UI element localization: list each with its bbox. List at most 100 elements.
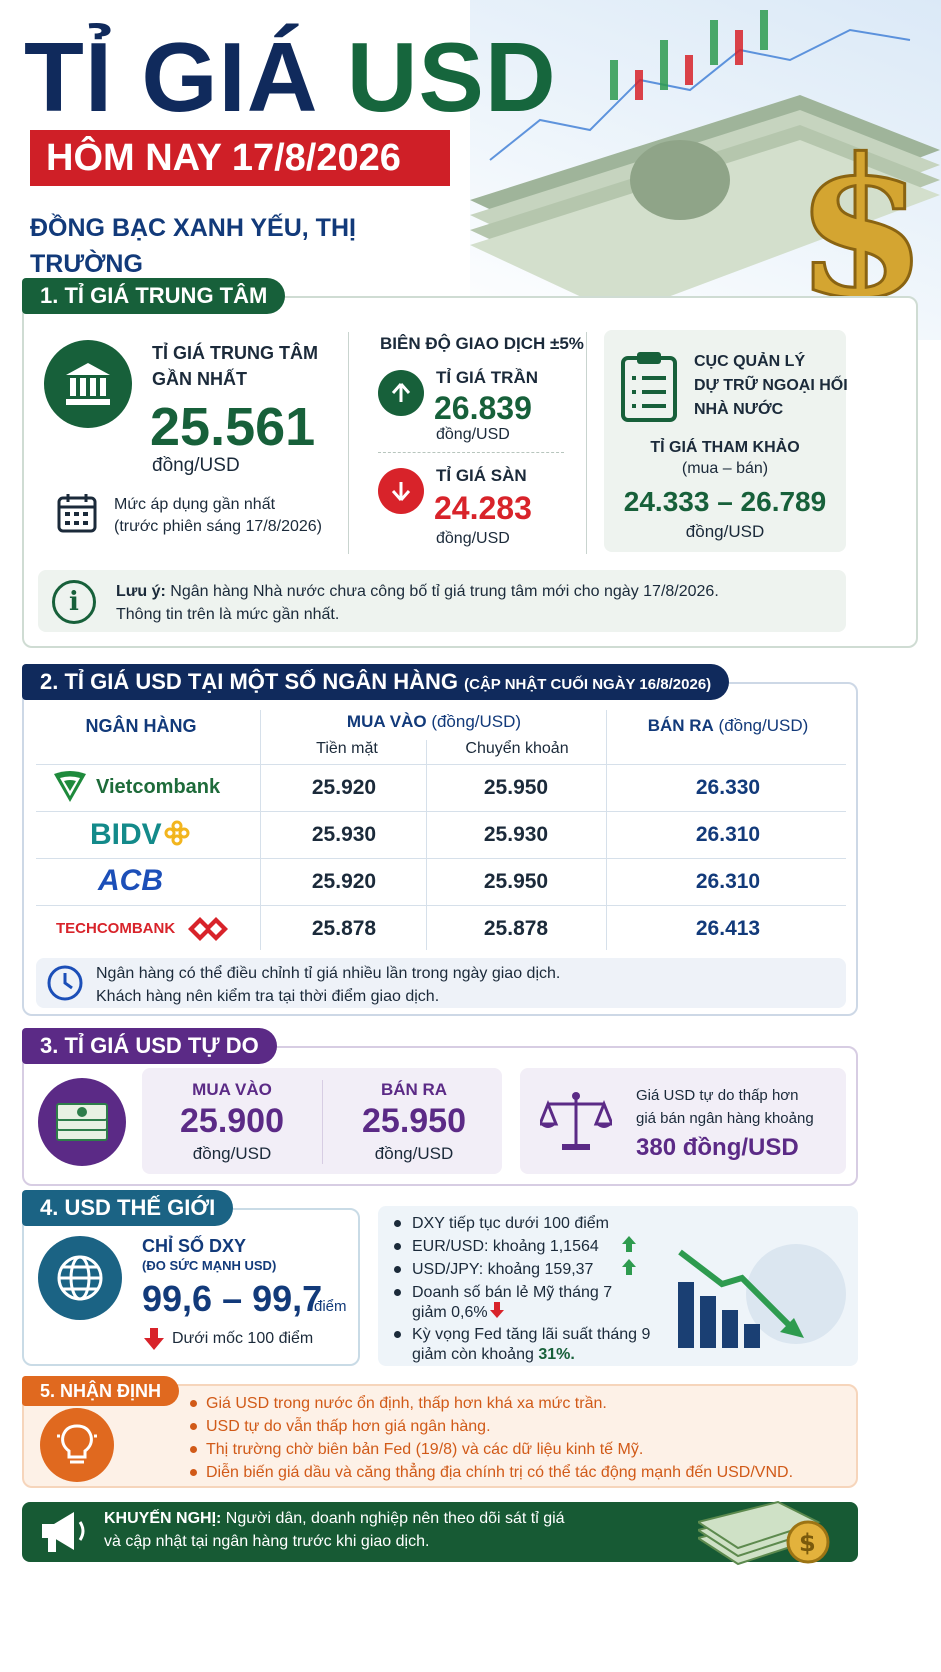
cash-value: 25.920 — [311, 776, 377, 799]
arrow-up-icon — [378, 370, 424, 416]
outlook-item: Diễn biến giá dầu và căng thẳng địa chín… — [188, 1461, 848, 1484]
sell-value: 26.330 — [695, 776, 761, 799]
note-text: Ngân hàng Nhà nước chưa công bố tỉ giá t… — [165, 583, 719, 600]
compare-value: 380 đồng/USD — [636, 1134, 799, 1161]
section-tag: 1. TỈ GIÁ TRUNG TÂM — [22, 278, 286, 314]
outlook-item: Giá USD trong nước ổn định, thấp hơn khá… — [188, 1392, 848, 1415]
bank-name-acb: ACB — [98, 864, 163, 897]
sell-value: 26.310 — [695, 870, 761, 893]
floor-unit: đồng/USD — [436, 530, 510, 547]
col-bank: NGÂN HÀNG — [85, 716, 197, 736]
col-buy-unit: (đồng/USD) — [431, 712, 522, 731]
section-tag: 5. NHẬN ĐỊNH — [22, 1376, 180, 1406]
bullet-item: USD/JPY: khoảng 159,37 — [394, 1258, 664, 1281]
info-icon: i — [52, 580, 96, 624]
applied-line: (trước phiên sáng 17/8/2026) — [114, 518, 322, 535]
compare-line: Giá USD tự do thấp hơn — [636, 1087, 799, 1104]
transfer-value: 25.950 — [483, 776, 549, 799]
note-text: Khách hàng nên kiểm tra tại thời điểm gi… — [96, 988, 440, 1005]
central-note: Lưu ý: Ngân hàng Nhà nước chưa công bố t… — [116, 580, 719, 626]
divider — [36, 858, 846, 859]
col-cash: Tiền mặt — [316, 740, 378, 757]
fed-probability: 31%. — [538, 1346, 575, 1363]
clipboard-icon — [620, 350, 678, 427]
arrow-up-icon — [622, 1259, 636, 1280]
bank-building-icon — [44, 340, 132, 428]
ceiling-unit: đồng/USD — [436, 426, 510, 443]
applied-line: Mức áp dụng gần nhất — [114, 496, 276, 513]
compare-line: giá bán ngân hàng khoảng — [636, 1110, 814, 1127]
agency-line: NHÀ NƯỚC — [694, 401, 784, 418]
agency-panel — [604, 330, 846, 552]
divider — [36, 811, 846, 812]
cash-stack-icon — [38, 1078, 126, 1166]
bidv-flower-icon — [164, 820, 190, 851]
compare-text: Giá USD tự do thấp hơn giá bán ngân hàng… — [636, 1084, 814, 1130]
arrow-down-icon — [378, 468, 424, 514]
agency-line: DỰ TRỮ NGOẠI HỐI — [694, 377, 848, 394]
divider — [260, 710, 261, 950]
vietcombank-logo — [52, 770, 88, 809]
sell-value: 26.310 — [695, 823, 761, 846]
cash-value: 25.930 — [311, 823, 377, 846]
falling-bar-chart-icon — [676, 1242, 846, 1359]
divider — [36, 764, 846, 765]
transfer-value: 25.950 — [483, 870, 549, 893]
divider — [36, 905, 846, 906]
bank-note-box — [36, 958, 846, 1008]
bullet-item: Kỳ vọng Fed tăng lãi suất tháng 9 — [394, 1323, 674, 1346]
advice-bold: KHUYẾN NGHỊ: — [104, 1510, 222, 1527]
world-bullet-list: Kỳ vọng Fed tăng lãi suất tháng 9 — [394, 1323, 674, 1346]
note-box — [38, 570, 846, 632]
section-tag: 4. USD THẾ GIỚI — [22, 1190, 234, 1226]
ref-value: 24.333 – 26.789 — [623, 486, 827, 517]
date-banner: HÔM NAY 17/8/2026 — [30, 130, 450, 186]
col-buy-label: MUA VÀO — [346, 712, 427, 731]
col-sell-label: BÁN RA — [647, 716, 714, 735]
advice-line: Người dân, doanh nghiệp nên theo dõi sát… — [221, 1510, 565, 1527]
page-title: TỈ GIÁ USD — [24, 28, 557, 126]
world-bullet-list: DXY tiếp tục dưới 100 điểm EUR/USD: khoả… — [394, 1212, 664, 1304]
outlook-list: Giá USD trong nước ổn định, thấp hơn khá… — [188, 1392, 848, 1484]
ceiling-value: 26.839 — [434, 390, 532, 426]
dxy-value: 99,6 – 99,7 — [142, 1278, 323, 1319]
free-sell-label: BÁN RA — [380, 1080, 448, 1099]
agency-name: CỤC QUẢN LÝ DỰ TRỮ NGOẠI HỐI NHÀ NƯỚC — [694, 350, 848, 422]
advice-text: KHUYẾN NGHỊ: Người dân, doanh nghiệp nên… — [104, 1507, 565, 1553]
bullet-continuation: giảm còn khoảng 31%. — [412, 1346, 575, 1364]
ceiling-label: TỈ GIÁ TRẦN — [436, 368, 538, 387]
divider — [378, 452, 564, 453]
bullet-continuation: giảm 0,6% — [412, 1304, 488, 1321]
bullet-item: EUR/USD: khoảng 1,1564 — [394, 1235, 664, 1258]
title-usd: USD — [346, 22, 557, 132]
advice-line: và cập nhật tại ngân hàng trước khi giao… — [104, 1533, 430, 1550]
title-text: TỈ GIÁ — [24, 22, 319, 132]
agency-line: CỤC QUẢN LÝ — [694, 353, 806, 370]
divider — [606, 710, 607, 950]
cash-value: 25.920 — [311, 870, 377, 893]
ref-unit: đồng/USD — [685, 522, 765, 541]
sell-value: 26.413 — [695, 917, 761, 940]
central-rate-value: 25.561 — [150, 397, 316, 457]
bank-name-techcombank: TECHCOMBANK — [56, 920, 176, 937]
col-buy: MUA VÀO (đồng/USD) — [262, 712, 606, 732]
applied-date-note: Mức áp dụng gần nhất (trước phiên sáng 1… — [114, 494, 322, 538]
dxy-unit: điểm — [314, 1298, 347, 1315]
tag-small: (CẬP NHẬT CUỐI NGÀY 16/8/2026) — [464, 676, 712, 693]
techcombank-diamond-icon — [188, 914, 228, 949]
note-text: Thông tin trên là mức gần nhất. — [116, 606, 340, 623]
note-bold: Lưu ý: — [116, 583, 166, 600]
lightbulb-icon — [40, 1408, 114, 1482]
bullet-text: giảm còn khoảng — [412, 1346, 534, 1363]
central-label-line: GẦN NHẤT — [152, 369, 247, 390]
transfer-value: 25.930 — [483, 823, 549, 846]
central-rate-unit: đồng/USD — [152, 455, 240, 476]
note-text: Ngân hàng có thể điều chỉnh tỉ giá nhiều… — [96, 965, 561, 982]
dxy-label: CHỈ SỐ DXY — [142, 1236, 247, 1256]
bank-name-bidv: BIDV — [90, 818, 162, 851]
outlook-item: USD tự do vẫn thấp hơn giá ngân hàng. — [188, 1415, 848, 1438]
clock-icon — [46, 964, 84, 1007]
compare-panel — [520, 1068, 846, 1174]
dxy-note: Dưới mốc 100 điểm — [172, 1330, 314, 1347]
subtitle-line: ĐỒNG BẠC XANH YẾU, THỊ TRƯỜNG — [30, 214, 356, 278]
